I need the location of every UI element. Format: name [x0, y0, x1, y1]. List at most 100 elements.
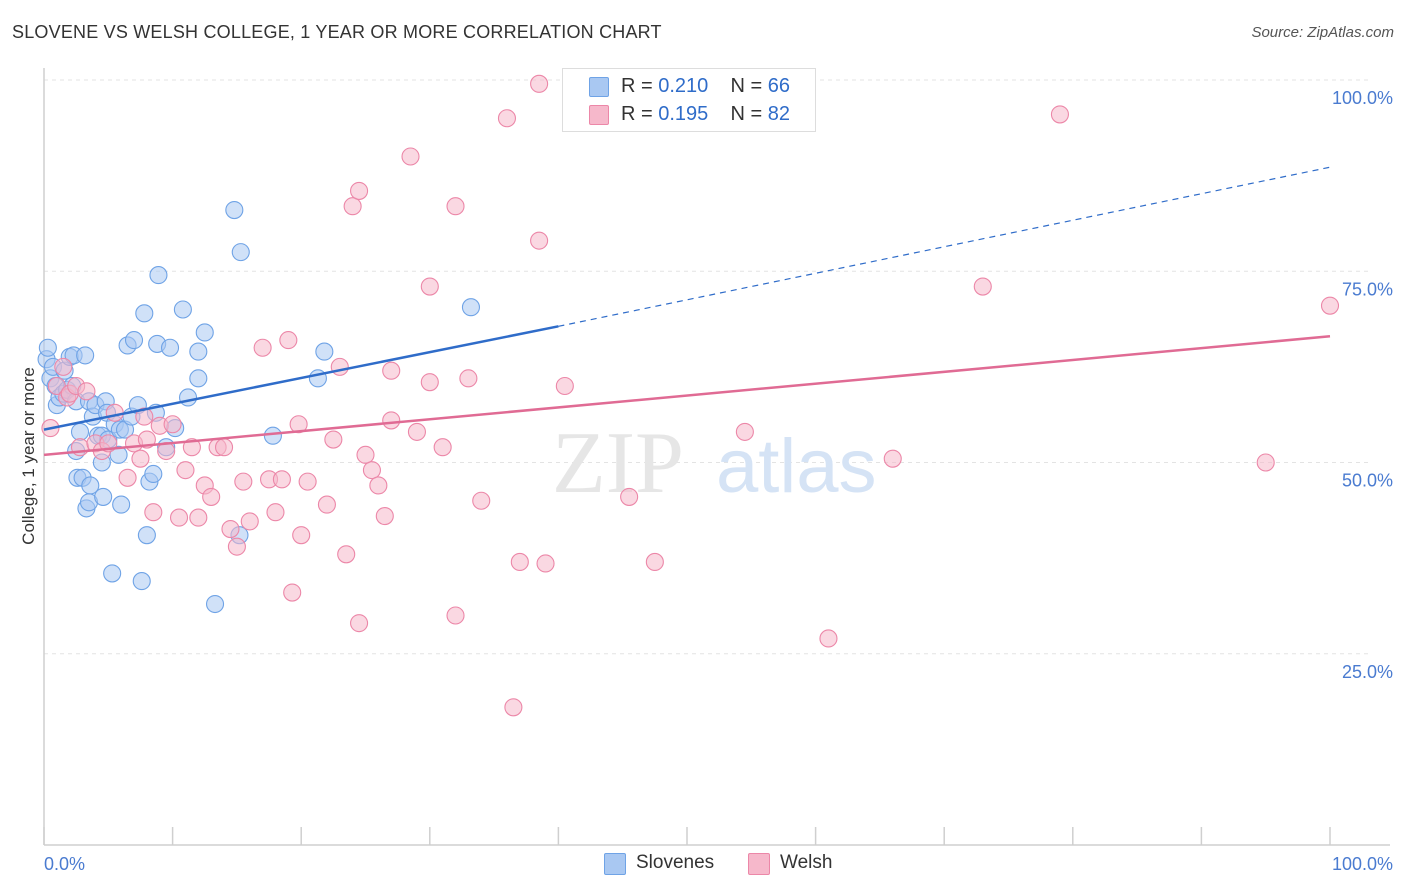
data-point-welsh [189, 508, 208, 527]
data-point-welsh [324, 430, 343, 449]
data-point-welsh [253, 338, 272, 357]
data-point-slovenes [189, 342, 208, 361]
data-point-welsh [407, 422, 426, 441]
data-point-welsh [350, 614, 369, 633]
data-point-slovenes [38, 338, 57, 357]
legend-swatch-slovenes [589, 77, 609, 97]
watermark-zip: ZIP [552, 415, 684, 512]
data-point-welsh [433, 438, 452, 457]
data-point-welsh [356, 445, 375, 464]
data-point-slovenes [144, 464, 163, 484]
data-point-welsh [497, 109, 517, 128]
data-point-welsh [1320, 296, 1340, 315]
data-point-welsh [135, 407, 154, 426]
bottom-legend-welsh: Welsh [780, 852, 833, 873]
trend-line-slovenes [43, 325, 559, 431]
axes [43, 68, 1390, 846]
trend-lines [43, 166, 1331, 457]
data-point-slovenes [461, 298, 481, 317]
data-point-welsh [337, 545, 356, 564]
data-point-welsh [118, 468, 137, 487]
legend-row-welsh: R = 0.195 N = 82 [621, 103, 790, 126]
tick-labels: 100.0% 75.0% 50.0% 25.0% 0.0% 100.0% [44, 88, 1393, 874]
r-label: R = [621, 103, 653, 125]
data-point-welsh [472, 491, 491, 510]
x-tick-label: 0.0% [44, 854, 85, 874]
data-point-slovenes [205, 594, 225, 614]
data-point-welsh [272, 470, 291, 489]
data-point-welsh [283, 583, 302, 602]
data-point-slovenes [178, 388, 198, 407]
data-point-welsh [555, 376, 574, 396]
data-point-welsh [105, 403, 124, 422]
data-point-welsh [202, 487, 221, 506]
n-label: N = [730, 75, 763, 97]
data-point-welsh [234, 472, 253, 491]
data-point-welsh [362, 461, 381, 480]
correlation-legend: R = 0.210 N = 66 R = 0.195 N = 82 [562, 68, 816, 132]
data-point-welsh [382, 411, 401, 430]
x-tick-label: 100.0% [1332, 854, 1393, 874]
legend-swatch-welsh [589, 105, 609, 125]
data-point-welsh [266, 503, 285, 522]
n-value: 66 [767, 75, 791, 97]
data-point-slovenes [195, 323, 214, 342]
data-point-welsh [369, 476, 388, 495]
data-point-slovenes [135, 304, 154, 323]
data-point-welsh [973, 277, 992, 296]
data-point-welsh [375, 506, 394, 526]
bottom-legend-slovenes: Slovenes [636, 852, 715, 873]
data-point-welsh [343, 197, 362, 216]
data-point-slovenes [124, 331, 144, 350]
r-value: 0.195 [658, 103, 709, 125]
data-point-welsh [221, 520, 240, 539]
data-point-slovenes [231, 243, 250, 262]
data-point-welsh [735, 422, 754, 441]
data-point-welsh [77, 382, 96, 401]
watermark: ZIP atlas [552, 415, 877, 512]
data-point-welsh [144, 503, 163, 522]
data-point-welsh [350, 181, 369, 200]
data-point-welsh [279, 331, 298, 350]
data-point-welsh [446, 606, 465, 625]
n-value: 82 [767, 103, 791, 125]
source-label: Source: ZipAtlas.com [1251, 24, 1394, 41]
y-tick-label: 100.0% [1332, 88, 1393, 108]
data-point-welsh [883, 449, 902, 468]
data-point-welsh [446, 197, 465, 216]
data-point-welsh [819, 629, 838, 648]
bottom-legend-swatch-welsh [748, 853, 770, 875]
data-point-welsh [510, 552, 529, 572]
y-tick-label: 75.0% [1342, 279, 1393, 299]
n-label: N = [730, 103, 763, 125]
y-tick-label: 25.0% [1342, 662, 1393, 682]
data-point-slovenes [94, 487, 113, 506]
data-point-welsh [382, 361, 401, 380]
data-point-welsh [240, 512, 259, 531]
trend-line-welsh [43, 335, 1331, 457]
data-point-slovenes [189, 369, 208, 388]
data-point-welsh [530, 74, 549, 93]
data-point-slovenes [225, 201, 244, 220]
data-point-welsh [292, 526, 311, 545]
data-point-welsh [459, 369, 478, 388]
data-point-slovenes [81, 476, 100, 495]
data-point-welsh [330, 357, 349, 376]
data-point-slovenes [132, 572, 151, 591]
y-axis-label: College, 1 year or more [19, 367, 38, 545]
data-point-welsh [289, 415, 308, 434]
data-point-slovenes [173, 300, 192, 319]
data-point-welsh [530, 231, 549, 250]
data-point-welsh [536, 554, 555, 573]
data-point-welsh [163, 415, 182, 434]
grid [44, 79, 1370, 655]
data-point-slovenes [76, 346, 95, 365]
data-point-slovenes [160, 338, 180, 357]
data-point-welsh [227, 537, 246, 556]
data-point-welsh [620, 487, 639, 506]
data-point-welsh [420, 373, 439, 392]
data-point-slovenes [149, 266, 168, 285]
data-point-welsh [317, 495, 336, 514]
r-value: 0.210 [658, 75, 709, 97]
